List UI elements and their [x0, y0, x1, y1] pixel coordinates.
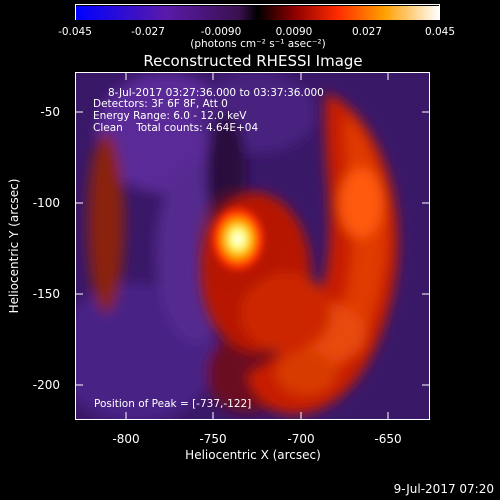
colorbar-unit-label: (photons cm⁻² s⁻¹ asec⁻²) — [190, 38, 326, 50]
peak-position-label: Position of Peak = [-737,-122] — [94, 398, 252, 410]
x-tick-label: -650 — [374, 432, 402, 446]
colorbar-tick-label: -0.0090 — [200, 26, 242, 38]
time-range-label: 8-Jul-2017 03:27:36.000 to 03:37:36.000 — [108, 87, 324, 99]
x-tick-label: -700 — [287, 432, 315, 446]
detectors-label: Detectors: 3F 6F 8F, Att 0 — [93, 98, 228, 110]
x-axis-label: Heliocentric X (arcsec) — [185, 448, 321, 462]
colorbar-tick-label: 0.027 — [351, 26, 383, 38]
energy-range-label: Energy Range: 6.0 - 12.0 keV — [93, 110, 247, 122]
x-tick-label: -800 — [112, 432, 140, 446]
colorbar-tick-label: 0.0090 — [275, 26, 313, 38]
heatmap-image — [76, 73, 429, 419]
y-tick-label: -150 — [32, 287, 60, 301]
colorbar-gradient — [76, 6, 439, 20]
chart-title: Reconstructed RHESSI Image — [143, 52, 363, 70]
colorbar-tick-label: -0.027 — [131, 26, 165, 38]
y-tick-label: -50 — [40, 105, 60, 119]
colorbar — [75, 4, 440, 20]
peak-source — [210, 205, 266, 273]
colorbar-tick-label: -0.045 — [58, 26, 92, 38]
y-tick-label: -100 — [32, 196, 60, 210]
colorbar-tick-label: 0.045 — [424, 26, 456, 38]
footer-timestamp: 9-Jul-2017 07:20 — [393, 482, 494, 496]
plot-area: 8-Jul-2017 03:27:36.000 to 03:37:36.000 … — [75, 72, 430, 420]
clean-counts-label: Clean Total counts: 4.64E+04 — [93, 122, 259, 134]
y-axis-label: Heliocentric Y (arcsec) — [7, 178, 21, 314]
x-tick-label: -750 — [199, 432, 227, 446]
y-tick-label: -200 — [32, 378, 60, 392]
